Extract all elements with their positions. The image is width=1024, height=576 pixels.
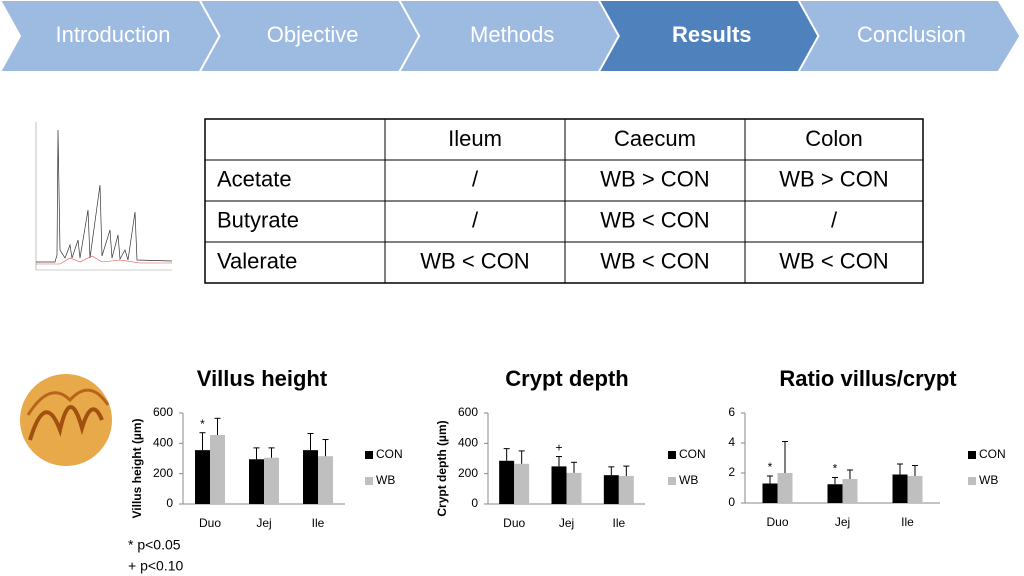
nav-label: Conclusion xyxy=(857,22,966,47)
row-label: Acetate xyxy=(217,166,292,191)
y-tick-label: 400 xyxy=(458,436,478,450)
table-cell: / xyxy=(831,207,838,232)
bar xyxy=(195,450,210,504)
table-cell: WB > CON xyxy=(779,166,888,191)
legend-swatch xyxy=(968,451,976,459)
bar xyxy=(842,479,858,503)
x-tick-label: Duo xyxy=(766,515,788,529)
y-axis-label: Crypt depth (µm) xyxy=(435,420,449,516)
bar xyxy=(892,474,908,503)
x-tick-label: Jej xyxy=(835,515,850,529)
bar xyxy=(514,463,530,504)
table-cell: WB < CON xyxy=(600,248,709,273)
bar xyxy=(618,475,634,504)
nav-label: Results xyxy=(672,22,751,47)
table-cell: / xyxy=(472,166,479,191)
table-cell: WB < CON xyxy=(600,207,709,232)
x-tick-label: Jej xyxy=(559,516,574,530)
column-header: Colon xyxy=(805,126,862,151)
legend-label: CON xyxy=(376,447,403,461)
bar xyxy=(551,466,567,504)
bar xyxy=(249,459,264,504)
y-tick-label: 4 xyxy=(728,435,735,449)
bar xyxy=(827,484,843,503)
bar xyxy=(264,457,279,504)
x-tick-label: Ile xyxy=(612,516,625,530)
legend-swatch xyxy=(668,451,676,459)
histology-image xyxy=(20,374,112,466)
table-cell: WB > CON xyxy=(600,166,709,191)
legend-label: CON xyxy=(979,447,1006,461)
footnote: + p<0.10 xyxy=(128,558,183,574)
column-header: Caecum xyxy=(614,126,696,151)
row-label: Butyrate xyxy=(217,207,299,232)
bar xyxy=(318,456,333,504)
legend-swatch xyxy=(668,477,676,485)
x-tick-label: Duo xyxy=(503,516,525,530)
nav-step xyxy=(796,0,1022,73)
y-tick-label: 0 xyxy=(728,495,735,509)
chromatogram-image xyxy=(25,118,175,286)
y-tick-label: 200 xyxy=(153,466,173,480)
table-cell: / xyxy=(472,207,479,232)
chart-title: Ratio villus/crypt xyxy=(779,366,957,391)
significance-mark: + xyxy=(555,441,562,455)
y-axis-label: Villus height (µm) xyxy=(130,418,144,518)
table-cell: WB < CON xyxy=(420,248,529,273)
y-tick-label: 6 xyxy=(728,405,735,419)
column-header: Ileum xyxy=(448,126,502,151)
x-tick-label: Ile xyxy=(312,516,325,530)
y-tick-label: 0 xyxy=(166,496,173,510)
legend-swatch xyxy=(365,451,373,459)
x-tick-label: Ile xyxy=(901,515,914,529)
y-tick-label: 600 xyxy=(153,405,173,419)
legend-swatch xyxy=(968,477,976,485)
nav-label: Objective xyxy=(267,22,359,47)
bar xyxy=(566,472,582,504)
legend-label: CON xyxy=(679,447,706,461)
legend-swatch xyxy=(365,477,373,485)
x-tick-label: Duo xyxy=(199,516,221,530)
bar xyxy=(210,434,225,504)
significance-mark: * xyxy=(833,462,838,476)
bar xyxy=(762,483,778,503)
bar xyxy=(603,475,619,504)
bar xyxy=(499,460,515,504)
nav-label: Introduction xyxy=(56,22,171,47)
significance-mark: * xyxy=(200,417,205,431)
legend-label: WB xyxy=(979,473,998,487)
y-tick-label: 400 xyxy=(153,436,173,450)
nav-label: Methods xyxy=(470,22,554,47)
x-tick-label: Jej xyxy=(256,516,271,530)
significance-mark: * xyxy=(768,460,773,474)
legend-label: WB xyxy=(376,473,395,487)
y-tick-label: 0 xyxy=(471,496,478,510)
legend-label: WB xyxy=(679,473,698,487)
y-tick-label: 200 xyxy=(458,466,478,480)
bar xyxy=(777,473,793,503)
row-label: Valerate xyxy=(217,248,297,273)
bar xyxy=(303,450,318,504)
chart-title: Villus height xyxy=(197,366,328,391)
chart-title: Crypt depth xyxy=(505,366,628,391)
bar xyxy=(907,476,923,503)
footnote: * p<0.05 xyxy=(128,537,181,553)
y-tick-label: 600 xyxy=(458,405,478,419)
y-tick-label: 2 xyxy=(728,465,735,479)
table-cell: WB < CON xyxy=(779,248,888,273)
